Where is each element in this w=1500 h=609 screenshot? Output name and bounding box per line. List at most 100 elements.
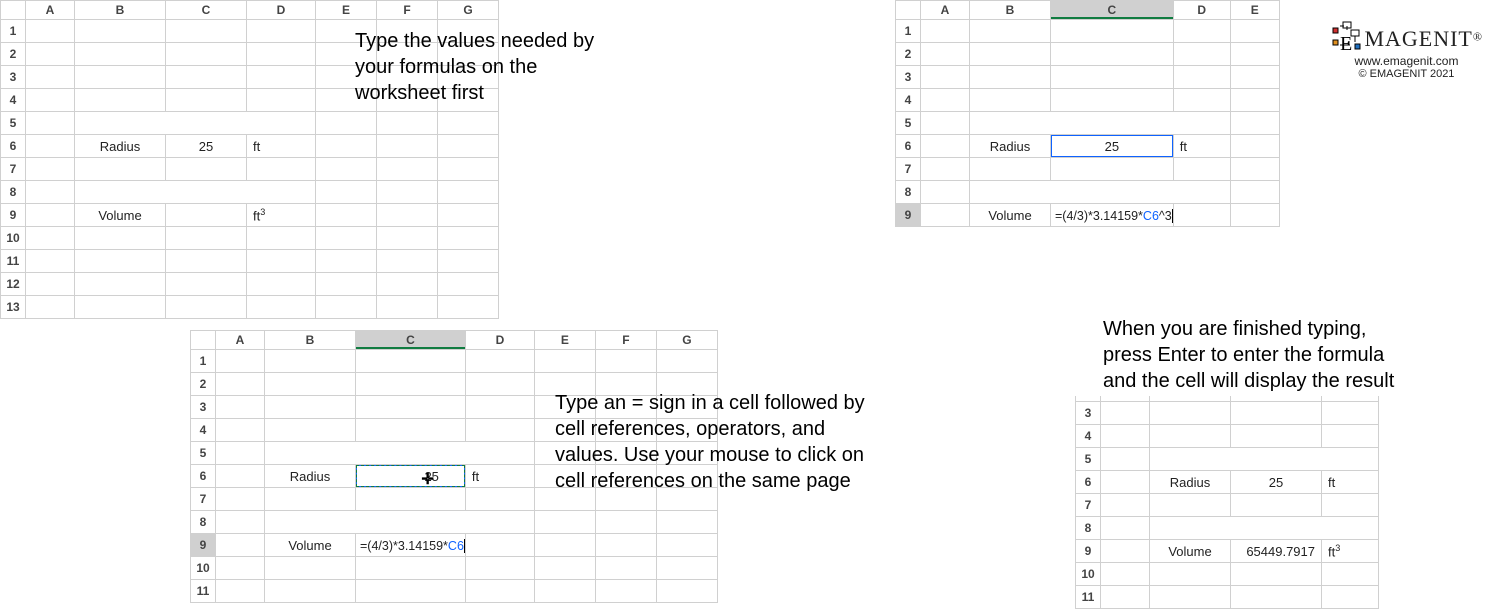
cell-B6[interactable]: Radius bbox=[970, 135, 1051, 158]
cell-A10[interactable] bbox=[26, 227, 75, 250]
cell-D11[interactable] bbox=[247, 250, 316, 273]
row-header[interactable]: 7 bbox=[1076, 494, 1101, 517]
row-header[interactable]: 3 bbox=[1076, 402, 1101, 425]
cell-C9[interactable] bbox=[166, 204, 247, 227]
row-header[interactable]: 6 bbox=[191, 465, 216, 488]
cell-G6[interactable] bbox=[438, 135, 499, 158]
cell-A12[interactable] bbox=[26, 273, 75, 296]
cell-A7[interactable] bbox=[216, 488, 265, 511]
cell-C9[interactable]: =(4/3)*3.14159*C6 bbox=[356, 534, 466, 557]
cell-D13[interactable] bbox=[247, 296, 316, 319]
cell-D4[interactable] bbox=[1322, 425, 1379, 448]
column-header[interactable]: G bbox=[656, 331, 717, 350]
row-header[interactable]: 4 bbox=[1076, 425, 1101, 448]
row-header[interactable]: 8 bbox=[896, 181, 921, 204]
cell-D10[interactable] bbox=[465, 557, 534, 580]
cell-A7[interactable] bbox=[1101, 494, 1150, 517]
cell-D3[interactable] bbox=[247, 66, 316, 89]
cell-B10[interactable] bbox=[265, 557, 356, 580]
cell-B8[interactable]: Outputs bbox=[1150, 517, 1379, 540]
row-header[interactable]: 1 bbox=[191, 350, 216, 373]
cell-C7[interactable] bbox=[1231, 494, 1322, 517]
cell-B7[interactable] bbox=[265, 488, 356, 511]
cell-B2[interactable] bbox=[970, 43, 1051, 66]
cell-E7[interactable] bbox=[316, 158, 377, 181]
cell-B9[interactable]: Volume bbox=[265, 534, 356, 557]
column-header[interactable]: C bbox=[1051, 1, 1174, 20]
row-header[interactable]: 8 bbox=[191, 511, 216, 534]
row-header[interactable]: 2 bbox=[896, 43, 921, 66]
cell-B3[interactable] bbox=[1150, 402, 1231, 425]
cell-A8[interactable] bbox=[921, 181, 970, 204]
cell-G11[interactable] bbox=[656, 580, 717, 603]
cell-D1[interactable] bbox=[1173, 20, 1230, 43]
cell-A9[interactable] bbox=[921, 204, 970, 227]
cell-C7[interactable] bbox=[356, 488, 466, 511]
row-header[interactable]: 6 bbox=[1076, 471, 1101, 494]
cell-G1[interactable] bbox=[656, 350, 717, 373]
cell-B7[interactable] bbox=[75, 158, 166, 181]
cell-A4[interactable] bbox=[921, 89, 970, 112]
cell-C1[interactable] bbox=[1051, 20, 1174, 43]
cell-E6[interactable] bbox=[316, 135, 377, 158]
cell-B9[interactable]: Volume bbox=[1150, 540, 1231, 563]
cell-C3[interactable] bbox=[1051, 66, 1174, 89]
cell-G8[interactable] bbox=[438, 181, 499, 204]
row-header[interactable]: 5 bbox=[1076, 448, 1101, 471]
cell-A6[interactable] bbox=[921, 135, 970, 158]
cell-B1[interactable] bbox=[75, 20, 166, 43]
row-header[interactable]: 5 bbox=[896, 112, 921, 135]
cell-A8[interactable] bbox=[216, 511, 265, 534]
formula-editing[interactable]: =(4/3)*3.14159*C6^3 bbox=[1051, 209, 1173, 223]
cell-A6[interactable] bbox=[26, 135, 75, 158]
cell-A10[interactable] bbox=[216, 557, 265, 580]
cell-B8[interactable]: Outputs bbox=[970, 181, 1231, 204]
cell-D4[interactable] bbox=[247, 89, 316, 112]
cell-C2[interactable] bbox=[356, 373, 466, 396]
cell-B3[interactable] bbox=[970, 66, 1051, 89]
row-header[interactable]: 2 bbox=[191, 373, 216, 396]
cell-D6[interactable]: ft bbox=[1173, 135, 1230, 158]
cell-D7[interactable] bbox=[1173, 158, 1230, 181]
cell-A6[interactable] bbox=[216, 465, 265, 488]
cell-D9[interactable]: ft3 bbox=[247, 204, 316, 227]
row-header[interactable]: 7 bbox=[1, 158, 26, 181]
row-header[interactable]: 7 bbox=[896, 158, 921, 181]
cell-E3[interactable] bbox=[1230, 66, 1279, 89]
cell-B6[interactable]: Radius bbox=[75, 135, 166, 158]
row-header[interactable]: 12 bbox=[1, 273, 26, 296]
cell-F8[interactable] bbox=[595, 511, 656, 534]
cell-E8[interactable] bbox=[1230, 181, 1279, 204]
cell-E4[interactable] bbox=[1230, 89, 1279, 112]
cell-A4[interactable] bbox=[26, 89, 75, 112]
cell-A8[interactable] bbox=[26, 181, 75, 204]
cell-B4[interactable] bbox=[970, 89, 1051, 112]
cell-C3[interactable] bbox=[1231, 402, 1322, 425]
column-header[interactable]: D bbox=[1173, 1, 1230, 20]
row-header[interactable]: 1 bbox=[896, 20, 921, 43]
cell-B10[interactable] bbox=[1150, 563, 1231, 586]
cell-A1[interactable] bbox=[921, 20, 970, 43]
cell-E5[interactable] bbox=[316, 112, 377, 135]
cell-C2[interactable] bbox=[166, 43, 247, 66]
cell-E6[interactable] bbox=[1230, 135, 1279, 158]
cell-A3[interactable] bbox=[1101, 402, 1150, 425]
cell-D3[interactable] bbox=[465, 396, 534, 419]
row-header[interactable]: 13 bbox=[1, 296, 26, 319]
cell-C11[interactable] bbox=[356, 580, 466, 603]
cell-F6[interactable] bbox=[377, 135, 438, 158]
cell-E5[interactable] bbox=[1230, 112, 1279, 135]
cell-A5[interactable] bbox=[216, 442, 265, 465]
cell-A2[interactable] bbox=[26, 43, 75, 66]
column-header[interactable]: A bbox=[26, 1, 75, 20]
cell-E10[interactable] bbox=[316, 227, 377, 250]
column-header[interactable]: C bbox=[166, 1, 247, 20]
cell-E9[interactable] bbox=[534, 534, 595, 557]
cell-B10[interactable] bbox=[75, 227, 166, 250]
cell-D9[interactable]: ft3 bbox=[1322, 540, 1379, 563]
row-header[interactable]: 9 bbox=[896, 204, 921, 227]
cell-A7[interactable] bbox=[26, 158, 75, 181]
cell-B1[interactable] bbox=[970, 20, 1051, 43]
cell-B2[interactable] bbox=[75, 43, 166, 66]
cell-D7[interactable] bbox=[1322, 494, 1379, 517]
